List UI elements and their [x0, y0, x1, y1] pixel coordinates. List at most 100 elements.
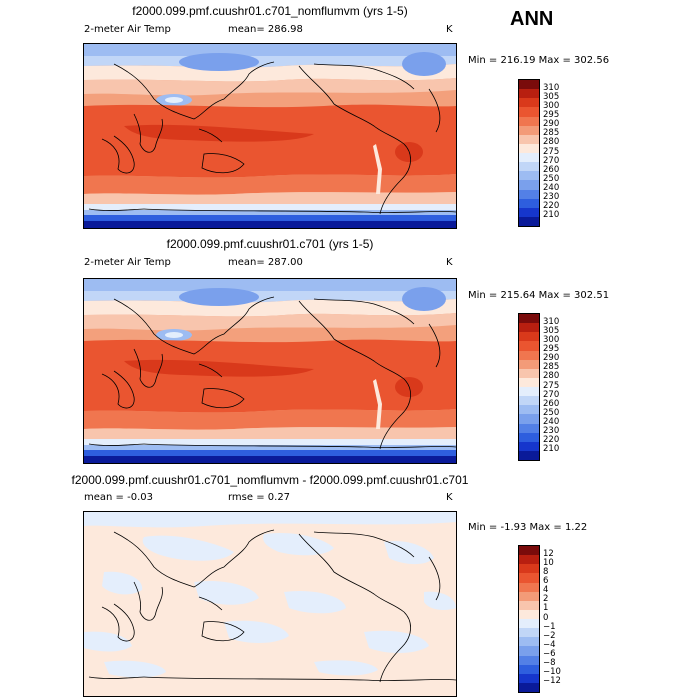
panel-3-colorbar-label: 1: [543, 603, 549, 614]
season-label: ANN: [510, 8, 554, 30]
panel-3-colorbar-swatch: [519, 682, 539, 692]
panel-3-colorbar-label: −4: [543, 639, 556, 650]
panel-3-colorbar-label: 4: [543, 585, 549, 596]
panel-1-colorbar-swatch: [519, 162, 539, 172]
panel-1-map: [83, 43, 457, 229]
panel-2-colorbar-label: 290: [543, 353, 560, 364]
panel-3-colorbar-label: −10: [543, 667, 561, 678]
panel-2-colorbar-swatch: [519, 441, 539, 451]
panel-3-colorbar-label: 6: [543, 576, 549, 586]
panel-1-colorbar-label: 250: [543, 173, 560, 184]
panel-2-colorbar-swatch: [519, 368, 539, 378]
panel-1-colorbar-label: 210: [543, 210, 560, 221]
panel-2-title: f2000.099.pmf.cuushr01.c701 (yrs 1-5): [166, 237, 374, 251]
panel-1-colorbar-swatch: [519, 153, 539, 163]
panel-3-map-field: [84, 512, 456, 696]
panel-2-map: [83, 278, 457, 464]
panel-1-colorbar-label: 260: [543, 164, 560, 175]
panel-2-colorbar-swatch: [519, 377, 539, 387]
panel-3-colorbar-label: −2: [543, 630, 556, 641]
panel-3-colorbar-label: −8: [543, 658, 556, 669]
panel-1-title: f2000.099.pmf.cuushr01.c701_nomflumvm (y…: [132, 4, 408, 18]
panel-1-colorbar-label: 220: [543, 201, 560, 212]
panel-2-colorbar-label: 285: [543, 362, 560, 373]
panel-2-colorbar-swatch: [519, 323, 539, 333]
panel-2-colorbar-swatch: [519, 405, 539, 415]
panel-2-colorbar-swatch: [519, 350, 539, 360]
panel-2-colorbar-swatch: [519, 314, 539, 324]
panel-3-colorbar-swatch: [519, 582, 539, 592]
panel-2-colorbar-swatch: [519, 387, 539, 397]
panel-2-colorbar-label: 280: [543, 371, 560, 382]
panel-1-colorbar-label: 305: [543, 91, 560, 102]
panel-3-colorbar-swatch: [519, 546, 539, 556]
panel-2-colorbar-label: 250: [543, 407, 560, 418]
panel-2-map-field: [84, 279, 456, 463]
panel-2-colorbar-label: 230: [543, 426, 560, 437]
panel-2-colorbar-label: 270: [543, 389, 560, 400]
panel-2-colorbar-label: 210: [543, 444, 560, 455]
panel-2-colorbar-swatch: [519, 414, 539, 424]
panel-1-colorbar-label: 230: [543, 192, 560, 203]
panel-2-colorbar-label: 220: [543, 435, 560, 446]
panel-3-colorbar-swatch: [519, 619, 539, 629]
panel-3-colorbar-label: 12: [543, 548, 554, 559]
panel-1-colorbar-swatch: [519, 180, 539, 190]
panel-3-colorbar-swatch: [519, 573, 539, 583]
panel-1-colorbar: [518, 79, 540, 227]
panel-2-variable-label: 2-meter Air Temp: [84, 257, 171, 268]
panel-3-colorbar-swatch: [519, 591, 539, 601]
panel-2-colorbar-swatch: [519, 332, 539, 342]
panel-3-colorbar-swatch: [519, 609, 539, 619]
panel-3-colorbar-swatch: [519, 646, 539, 656]
panel-2-minmax: Min = 215.64 Max = 302.51: [468, 290, 610, 301]
panel-1-colorbar-swatch: [519, 89, 539, 99]
panel-1-colorbar-swatch: [519, 98, 539, 108]
panel-3-map: [83, 511, 457, 697]
panel-3-colorbar: [518, 545, 540, 693]
panel-1-variable-label: 2-meter Air Temp: [84, 24, 171, 35]
panel-2-colorbar-swatch: [519, 432, 539, 442]
panel-2-mean-label: mean= 287.00: [228, 257, 303, 268]
panel-2-colorbar-label: 260: [543, 398, 560, 409]
panel-1-colorbar-swatch: [519, 189, 539, 199]
panel-3-colorbar-label: −6: [543, 649, 556, 659]
panel-1-colorbar-label: 310: [543, 82, 560, 93]
panel-1-colorbar-label: 290: [543, 119, 560, 130]
panel-3-colorbar-swatch: [519, 555, 539, 565]
panel-1-colorbar-label: 285: [543, 128, 560, 139]
panel-3-colorbar-label: 2: [543, 594, 549, 605]
panel-2-colorbar-label: 310: [543, 316, 560, 327]
panel-3-colorbar-swatch: [519, 628, 539, 638]
panel-1-colorbar-label: 300: [543, 100, 560, 111]
panel-1-colorbar-swatch: [519, 134, 539, 144]
panel-1-colorbar-swatch: [519, 143, 539, 153]
panel-3-colorbar-label: −1: [543, 621, 556, 632]
panel-2-colorbar-swatch: [519, 341, 539, 351]
panel-2-colorbar-swatch: [519, 396, 539, 406]
panel-3-colorbar-swatch: [519, 655, 539, 665]
panel-1-colorbar-label: 275: [543, 146, 560, 157]
panel-2-colorbar: [518, 313, 540, 461]
panel-2-colorbar-label: 300: [543, 334, 560, 345]
panel-3-colorbar-swatch: [519, 637, 539, 647]
panel-2-colorbar-swatch: [519, 450, 539, 460]
panel-2-colorbar-label: 295: [543, 344, 560, 354]
panel-1-colorbar-swatch: [519, 216, 539, 226]
panel-1-colorbar-swatch: [519, 80, 539, 90]
panel-2-colorbar-swatch: [519, 423, 539, 433]
panel-1-colorbar-swatch: [519, 125, 539, 135]
panel-2-colorbar-label: 305: [543, 325, 560, 336]
panel-1-colorbar-label: 295: [543, 110, 560, 120]
panel-1-units-label: K: [446, 24, 453, 35]
panel-1-colorbar-swatch: [519, 171, 539, 181]
panel-1-colorbar-label: 270: [543, 155, 560, 166]
panel-3-colorbar-swatch: [519, 600, 539, 610]
panel-3-colorbar-swatch: [519, 673, 539, 683]
panel-1-colorbar-swatch: [519, 207, 539, 217]
panel-1-colorbar-swatch: [519, 116, 539, 126]
panel-3-colorbar-swatch: [519, 664, 539, 674]
panel-3-units-label: K: [446, 492, 453, 503]
panel-3-colorbar-label: 10: [543, 557, 554, 568]
panel-2-units-label: K: [446, 257, 453, 268]
